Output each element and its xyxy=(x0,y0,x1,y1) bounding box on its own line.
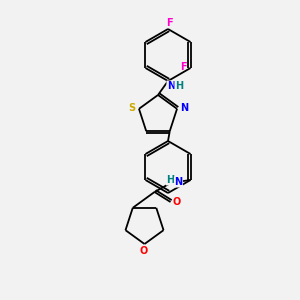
Text: N: N xyxy=(180,103,188,113)
Text: H: H xyxy=(167,175,175,185)
Text: S: S xyxy=(128,103,136,113)
Text: H: H xyxy=(175,81,183,91)
Text: N: N xyxy=(167,81,175,91)
Text: O: O xyxy=(172,197,181,207)
Text: O: O xyxy=(140,246,148,256)
Text: F: F xyxy=(180,62,187,72)
Text: F: F xyxy=(166,18,172,28)
Text: N: N xyxy=(175,177,183,187)
